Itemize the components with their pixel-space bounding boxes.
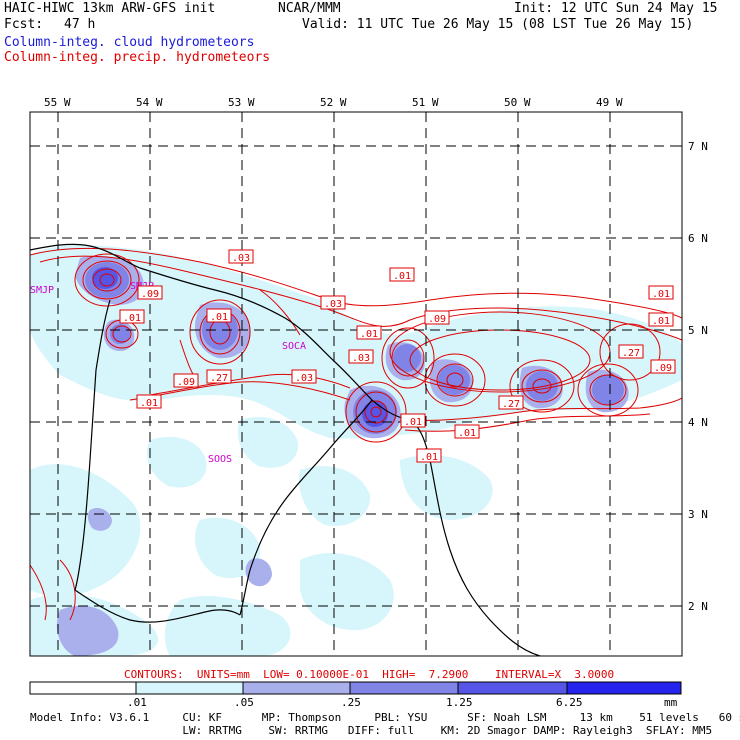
- lat-labels: 7 N 6 N 5 N 4 N 3 N 2 N: [688, 140, 708, 613]
- contour-label: .01: [416, 448, 442, 463]
- svg-text:.01: .01: [360, 329, 378, 340]
- contour-label: .01: [389, 267, 415, 282]
- contour-label: .01: [206, 308, 232, 323]
- fcst-value: 47 h: [64, 17, 96, 32]
- station-label: SMJP: [30, 285, 54, 296]
- precip-contours: [30, 247, 682, 621]
- svg-text:.01: .01: [123, 313, 141, 324]
- fcst-label: Fcst:: [4, 17, 44, 32]
- contour-info: CONTOURS: UNITS=mm LOW= 0.10000E-01 HIGH…: [124, 668, 615, 681]
- lat-label: 4 N: [688, 416, 708, 429]
- lat-lon-grid: [30, 112, 682, 656]
- lon-labels: 55 W 54 W 53 W 52 W 51 W 50 W 49 W: [44, 96, 623, 109]
- contour-label: .01: [454, 424, 480, 439]
- colorbar-bin: [29, 681, 137, 695]
- svg-text:.27: .27: [622, 348, 640, 359]
- colorbar-bin: [566, 681, 682, 695]
- lat-label: 5 N: [688, 324, 708, 337]
- map-frame: [29, 111, 683, 657]
- contour-label: .09: [650, 359, 676, 374]
- svg-text:.01: .01: [210, 312, 228, 323]
- lat-label: 6 N: [688, 232, 708, 245]
- colorbar-units: mm: [664, 696, 678, 709]
- contour-label: .01: [356, 325, 382, 340]
- svg-text:.03: .03: [324, 299, 342, 310]
- init-time: Init: 12 UTC Sun 24 May 15: [514, 1, 718, 16]
- svg-text:.01: .01: [652, 316, 670, 327]
- colorbar-bin: [135, 681, 244, 695]
- field-precip-title: Column-integ. precip. hydrometeors: [4, 50, 271, 65]
- colorbar-tick: 1.25: [446, 696, 473, 709]
- model-info-line1: Model Info: V3.6.1 CU: KF MP: Thompson P…: [30, 711, 740, 724]
- lat-label: 7 N: [688, 140, 708, 153]
- contour-label: .03: [320, 295, 346, 310]
- svg-text:.03: .03: [232, 253, 250, 264]
- model-title: HAIC-HIWC 13km ARW-GFS init: [4, 1, 216, 16]
- svg-text:.03: .03: [352, 353, 370, 364]
- svg-text:.09: .09: [428, 314, 446, 325]
- contour-labels: .03 .09 .01 .01 .03 .01 .09 .01 .03 .09 …: [119, 249, 676, 463]
- colorbar: .01 .05 .25 1.25 6.25 mm: [29, 681, 682, 709]
- lon-label: 52 W: [320, 96, 347, 109]
- lat-label: 3 N: [688, 508, 708, 521]
- cloud-shading-light: [30, 245, 682, 656]
- svg-text:.03: .03: [295, 373, 313, 384]
- contour-label: .01: [648, 312, 674, 327]
- svg-text:.09: .09: [177, 377, 195, 388]
- svg-text:.01: .01: [140, 398, 158, 409]
- contour-label: .01: [400, 413, 426, 428]
- station-label: SOOS: [208, 454, 232, 465]
- lon-label: 49 W: [596, 96, 623, 109]
- map-ticks: [57, 112, 682, 607]
- colorbar-tick: .01: [127, 696, 147, 709]
- svg-text:.01: .01: [458, 428, 476, 439]
- field-cloud-title: Column-integ. cloud hydrometeors: [4, 35, 255, 50]
- station-label: SOCA: [282, 341, 306, 352]
- valid-time: Valid: 11 UTC Tue 26 May 15 (08 LST Tue …: [302, 17, 694, 32]
- contour-label: .09: [137, 285, 163, 300]
- svg-text:.09: .09: [654, 363, 672, 374]
- contour-label: .09: [424, 310, 450, 325]
- contour-label: .27: [618, 344, 644, 359]
- model-info-line2: LW: RRTMG SW: RRTMG DIFF: full KM: 2D Sm…: [30, 724, 713, 737]
- map-fields: [30, 112, 682, 656]
- colorbar-tick: 6.25: [556, 696, 583, 709]
- lon-label: 54 W: [136, 96, 163, 109]
- country-borders: [30, 243, 541, 656]
- contour-label: .03: [348, 349, 374, 364]
- contour-label: .01: [119, 309, 145, 324]
- contour-label: .01: [648, 285, 674, 300]
- svg-text:.09: .09: [141, 289, 159, 300]
- contour-label: .03: [291, 369, 317, 384]
- colorbar-bin: [349, 681, 459, 695]
- contour-label: .03: [228, 249, 254, 264]
- colorbar-tick: .05: [234, 696, 254, 709]
- lat-label: 2 N: [688, 600, 708, 613]
- colorbar-bin: [457, 681, 568, 695]
- svg-text:.01: .01: [652, 289, 670, 300]
- contour-label: .27: [206, 369, 232, 384]
- lon-label: 55 W: [44, 96, 71, 109]
- contour-label: .01: [136, 394, 162, 409]
- org-label: NCAR/MMM: [278, 1, 341, 16]
- svg-text:.27: .27: [502, 399, 520, 410]
- lon-label: 50 W: [504, 96, 531, 109]
- contour-label: .09: [173, 373, 199, 388]
- colorbar-bin: [242, 681, 351, 695]
- svg-text:.27: .27: [210, 373, 228, 384]
- colorbar-tick: .25: [341, 696, 361, 709]
- lon-label: 51 W: [412, 96, 439, 109]
- contour-label: .27: [498, 395, 524, 410]
- svg-text:.01: .01: [420, 452, 438, 463]
- lon-label: 53 W: [228, 96, 255, 109]
- svg-text:.01: .01: [393, 271, 411, 282]
- svg-text:.01: .01: [404, 417, 422, 428]
